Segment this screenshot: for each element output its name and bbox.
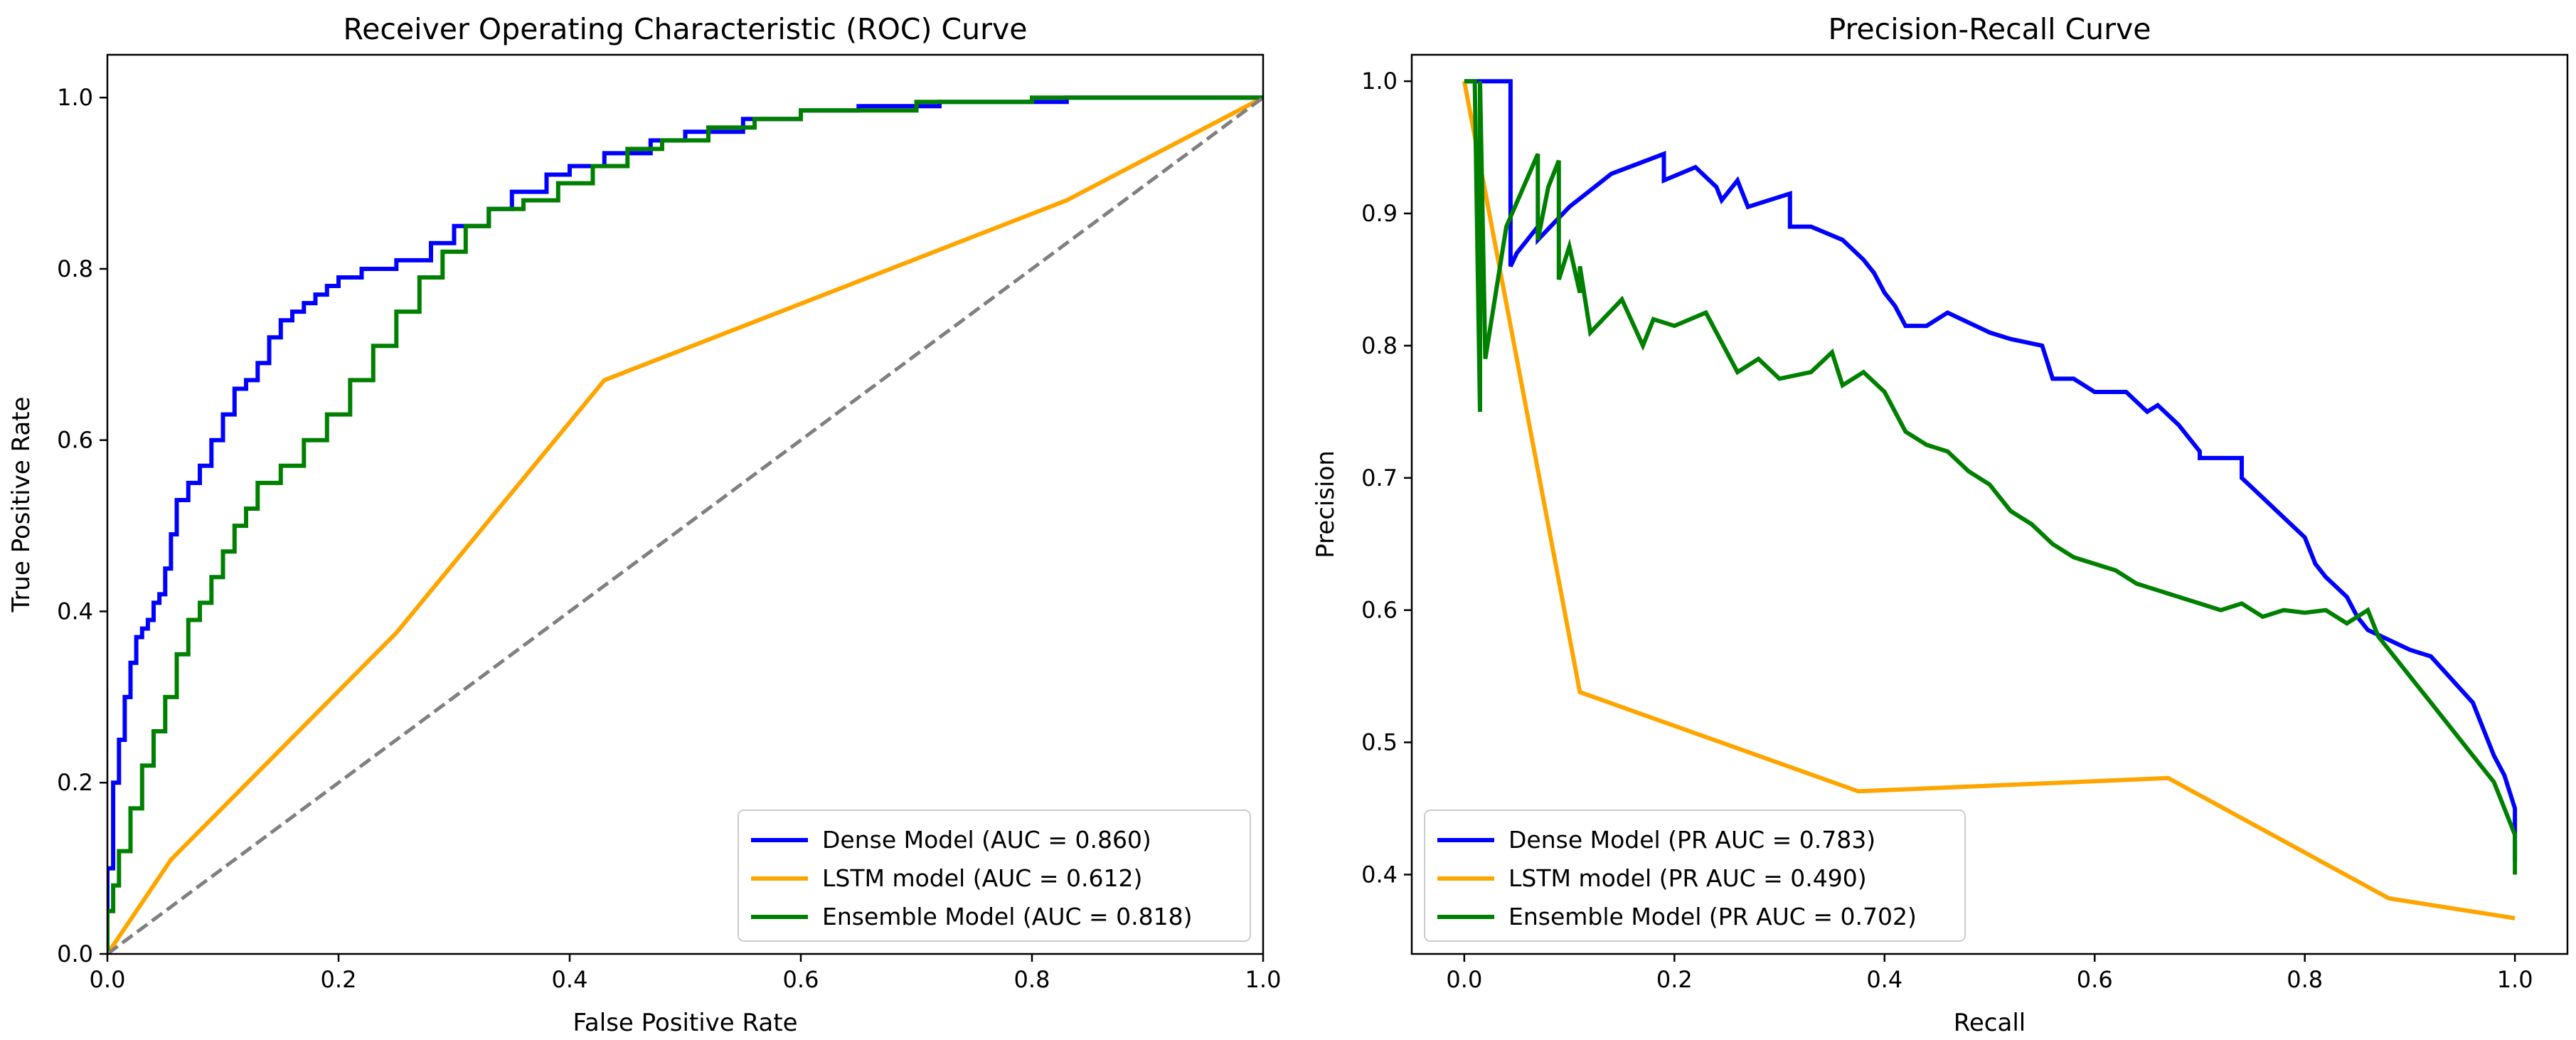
roc-y-tick-label: 0.4 <box>57 598 93 625</box>
roc-x-tick-label: 0.4 <box>552 966 588 993</box>
pr-x-tick-label: 0.8 <box>2287 966 2323 993</box>
pr-x-tick-label: 0.6 <box>2077 966 2113 993</box>
roc-y-tick-label: 0.8 <box>57 255 93 282</box>
pr-series-ensemble-line <box>1464 79 2518 875</box>
pr-series-group <box>1462 79 2518 920</box>
roc-x-tick-label: 0.2 <box>321 966 357 993</box>
pr-legend: Dense Model (PR AUC = 0.783) LSTM model (… <box>1424 810 1966 942</box>
pr-y-tick-label: 0.9 <box>1361 200 1398 227</box>
pr-chart: Precision-Recall Curve 0.0 0.2 0.4 0.6 0.8 1.0… <box>1311 12 2569 1037</box>
pr-legend-entry: Dense Model (PR AUC = 0.783) <box>1508 826 1875 854</box>
pr-y-tick-label: 0.8 <box>1361 332 1398 359</box>
roc-legend: Dense Model (AUC = 0.860) LSTM model (AUC… <box>738 810 1251 942</box>
roc-axes-frame <box>106 53 1265 955</box>
pr-y-tick-label: 0.4 <box>1361 861 1398 888</box>
pr-legend-entry: Ensemble Model (PR AUC = 0.702) <box>1508 903 1917 930</box>
roc-y-tick-label: 0.0 <box>57 940 93 967</box>
roc-legend-entry: Dense Model (AUC = 0.860) <box>822 826 1151 854</box>
roc-y-tick-label: 0.2 <box>57 769 93 796</box>
pr-x-tick-label: 0.4 <box>1866 966 1902 993</box>
roc-legend-entry: LSTM model (AUC = 0.612) <box>822 864 1142 892</box>
roc-chart: Receiver Operating Characteristic (ROC) … <box>7 12 1281 1037</box>
pr-axes-frame <box>1410 53 2569 955</box>
roc-legend-box <box>738 810 1251 942</box>
pr-series-lstm-line <box>1462 80 2516 920</box>
pr-y-tick-label: 0.7 <box>1361 465 1398 492</box>
roc-x-axis-label: False Positive Rate <box>573 1009 798 1037</box>
roc-y-axis-label: True Positive Rate <box>7 397 36 613</box>
roc-x-tick-label: 1.0 <box>1245 966 1282 993</box>
pr-legend-entry: LSTM model (PR AUC = 0.490) <box>1508 864 1867 892</box>
roc-series-dense-line <box>107 95 1263 954</box>
pr-y-tick-label: 1.0 <box>1361 68 1398 95</box>
pr-x-tick-label: 1.0 <box>2497 966 2533 993</box>
roc-x-tick-label: 0.6 <box>783 966 819 993</box>
pr-x-axis-label: Recall <box>1954 1009 2026 1037</box>
roc-series-group <box>107 95 1263 954</box>
roc-chart-title: Receiver Operating Characteristic (ROC) … <box>344 12 1028 46</box>
pr-y-tick-label: 0.6 <box>1361 597 1398 624</box>
roc-legend-entry: Ensemble Model (AUC = 0.818) <box>822 903 1193 930</box>
pr-x-tick-label: 0.0 <box>1446 966 1482 993</box>
pr-x-tick-label: 0.2 <box>1656 966 1693 993</box>
roc-y-tick-label: 0.6 <box>57 427 93 454</box>
roc-series-lstm-line <box>107 95 1263 954</box>
roc-y-tick-label: 1.0 <box>57 84 93 111</box>
roc-series-ensemble-line <box>107 95 1263 954</box>
roc-x-tick-label: 0.0 <box>90 966 126 993</box>
pr-series-dense-line <box>1464 79 2518 861</box>
pr-chart-title: Precision-Recall Curve <box>1828 12 2151 46</box>
pr-y-axis-label: Precision <box>1311 450 1340 558</box>
pr-legend-box <box>1424 810 1966 942</box>
pr-y-tick-label: 0.5 <box>1361 729 1398 756</box>
roc-x-tick-label: 0.8 <box>1014 966 1050 993</box>
